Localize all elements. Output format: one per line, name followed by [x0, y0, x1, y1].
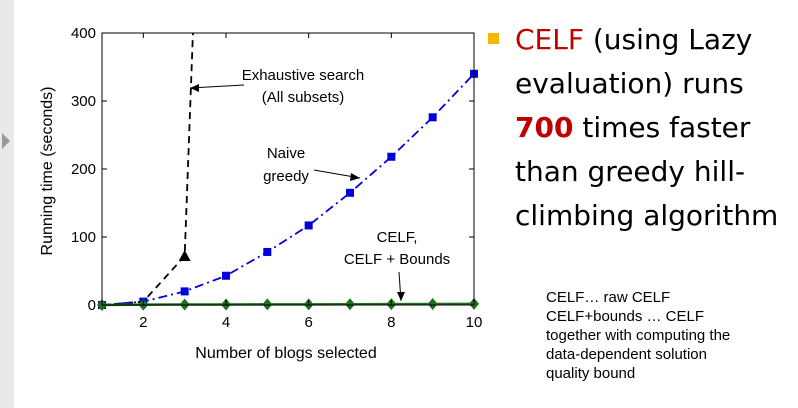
x-tick-label: 8 — [387, 314, 395, 331]
slide-nav-arrow-icon[interactable] — [2, 133, 10, 149]
y-tick-label: 400 — [71, 25, 96, 42]
naive-series-line — [101, 73, 475, 306]
celf-point — [427, 297, 438, 310]
x-tick-label: 4 — [222, 314, 230, 331]
bullet-text: CELF (using Lazy evaluation) runs 700 ti… — [515, 18, 794, 238]
y-axis-label: Running time (seconds) — [39, 87, 56, 256]
exhaustive-annotation-line-2: (All subsets) — [262, 89, 345, 106]
bullet-text-1: (using Lazy evaluation) runs — [515, 23, 753, 100]
naive-annotation-line-2: greedy — [263, 168, 309, 185]
x-tick-label: 10 — [466, 314, 483, 331]
naive-point — [428, 113, 437, 122]
note-line: quality bound — [546, 365, 636, 382]
naive-point — [222, 271, 230, 280]
note-line: together with computing the — [546, 327, 731, 344]
celf-annotation-arrowhead — [397, 292, 405, 301]
y-tick-label: 300 — [71, 93, 96, 110]
x-tick-label: 6 — [304, 314, 312, 331]
naive-annotation-arrowhead — [350, 173, 360, 181]
x-axis-label: Number of blogs selected — [195, 345, 376, 362]
note-line: CELF… raw CELF — [546, 289, 671, 306]
naive-point — [263, 247, 272, 256]
celf-annotation-line-2: CELF + Bounds — [344, 251, 450, 268]
exhaustive-annotation-line-1: Exhaustive search — [242, 67, 365, 84]
exhaustive-point — [178, 250, 191, 262]
celf-point — [262, 298, 273, 311]
note-line: data-dependent solution — [546, 346, 707, 363]
naive-point — [387, 152, 396, 161]
y-tick-label: 200 — [71, 161, 96, 178]
naive-point — [304, 221, 313, 230]
definitions-note: CELF… raw CELF CELF+bounds … CELF togeth… — [546, 288, 796, 383]
celf-point — [345, 298, 355, 311]
bullet-square-icon — [488, 33, 499, 44]
exhaustive-annotation-arrowhead — [190, 84, 199, 92]
y-tick-label: 100 — [71, 229, 96, 246]
y-tick-label: 0 — [88, 297, 96, 314]
bullet-point: CELF (using Lazy evaluation) runs 700 ti… — [488, 18, 794, 238]
exhaustive-series-line — [101, 32, 194, 306]
naive-annotation-line-1: Naive — [267, 145, 305, 162]
naive-point — [180, 287, 189, 296]
bullet-text-2: times faster than greedy hill-climbing a… — [515, 111, 779, 232]
naive-point — [346, 188, 354, 197]
left-sidebar-strip — [0, 0, 14, 408]
note-line: CELF+bounds … CELF — [546, 308, 704, 325]
bullet-number: 700 — [515, 111, 574, 144]
x-tick-label: 2 — [139, 314, 147, 331]
bullet-term: CELF — [515, 23, 584, 56]
celf-annotation-line-1: CELF, — [377, 229, 418, 246]
